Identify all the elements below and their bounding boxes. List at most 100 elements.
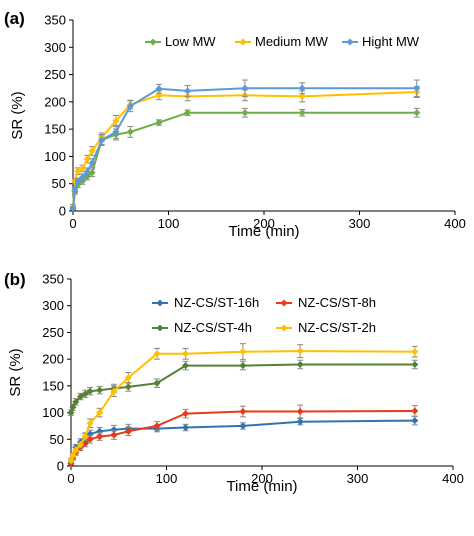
- data-point: [96, 433, 104, 441]
- x-tick-label: 100: [158, 216, 180, 231]
- legend-entry: NZ-CS/ST-2h: [276, 320, 376, 335]
- x-tick-label: 0: [67, 471, 74, 486]
- y-tick-label: 300: [42, 298, 64, 313]
- data-point: [411, 360, 419, 369]
- data-point: [72, 398, 80, 406]
- data-point: [67, 409, 75, 417]
- data-point: [83, 168, 91, 176]
- x-axis-label: Time (min): [228, 223, 299, 240]
- panel-label: (b): [4, 270, 26, 289]
- legend-swatch-marker: [239, 38, 247, 46]
- data-point: [153, 350, 161, 358]
- data-point: [110, 387, 118, 395]
- y-tick-label: 350: [42, 272, 64, 287]
- y-tick-label: 50: [52, 176, 66, 191]
- data-point: [81, 390, 89, 398]
- data-point: [124, 374, 132, 382]
- x-tick-label: 400: [442, 471, 464, 486]
- y-tick-label: 250: [44, 67, 66, 82]
- data-point: [155, 85, 163, 93]
- data-point: [296, 347, 304, 355]
- data-point: [298, 84, 306, 92]
- legend-entry: Medium MW: [235, 34, 329, 49]
- series-line: [70, 363, 415, 413]
- data-point: [86, 419, 94, 427]
- legend-label: NZ-CS/ST-8h: [298, 295, 376, 310]
- series-nz-cs-st-16h: [67, 415, 419, 467]
- data-point: [88, 147, 96, 155]
- y-tick-label: 250: [42, 325, 64, 340]
- data-point: [413, 109, 421, 117]
- data-point: [182, 423, 190, 432]
- data-point: [239, 407, 247, 416]
- legend-entry: Low MW: [145, 34, 216, 49]
- legend-swatch-marker: [156, 324, 164, 332]
- series-line: [70, 410, 415, 464]
- legend-swatch-marker: [346, 38, 354, 46]
- data-point: [71, 185, 79, 193]
- data-point: [241, 84, 249, 92]
- data-point: [110, 431, 118, 439]
- data-point: [69, 403, 77, 411]
- legend-label: Medium MW: [255, 34, 329, 49]
- data-point: [411, 417, 419, 425]
- data-point: [296, 360, 304, 369]
- series-low-mw: [69, 107, 421, 212]
- legend-swatch-marker: [156, 299, 164, 307]
- x-axis-label: Time (min): [226, 478, 297, 495]
- y-tick-label: 150: [44, 122, 66, 137]
- legend-label: NZ-CS/ST-2h: [298, 320, 376, 335]
- data-point: [88, 169, 96, 177]
- data-point: [239, 362, 247, 370]
- data-point: [155, 119, 163, 127]
- panel-label: (a): [4, 9, 25, 28]
- y-tick-label: 50: [50, 432, 64, 447]
- data-point: [79, 164, 87, 172]
- series-medium-mw: [69, 86, 421, 211]
- data-point: [413, 84, 421, 92]
- data-point: [67, 457, 75, 465]
- data-point: [96, 409, 104, 417]
- data-point: [184, 109, 192, 117]
- data-point: [153, 379, 161, 387]
- data-point: [124, 383, 132, 391]
- data-point: [77, 441, 85, 449]
- data-point: [296, 407, 304, 416]
- data-point: [110, 426, 118, 434]
- data-point: [411, 407, 419, 415]
- data-point: [182, 350, 190, 358]
- data-point: [124, 427, 132, 435]
- y-tick-label: 150: [42, 378, 64, 393]
- x-tick-label: 300: [347, 471, 369, 486]
- data-point: [83, 155, 91, 163]
- y-tick-label: 100: [44, 149, 66, 164]
- data-point: [184, 87, 192, 95]
- data-point: [86, 435, 94, 443]
- y-tick-label: 300: [44, 40, 66, 55]
- data-point: [126, 102, 134, 110]
- legend-label: Low MW: [165, 34, 216, 49]
- y-axis-label: SR (%): [9, 91, 26, 139]
- x-tick-label: 400: [444, 216, 466, 231]
- data-point: [153, 422, 161, 430]
- data-point: [74, 167, 82, 175]
- y-tick-label: 200: [42, 352, 64, 367]
- data-point: [74, 177, 82, 185]
- series-nz-cs-st-8h: [67, 404, 419, 467]
- data-point: [298, 109, 306, 117]
- data-point: [241, 109, 249, 117]
- x-tick-label: 200: [253, 216, 275, 231]
- legend-entry: NZ-CS/ST-4h: [152, 320, 252, 335]
- legend-swatch-marker: [280, 324, 288, 332]
- series-line: [72, 111, 417, 209]
- legend-entry: Hight MW: [342, 34, 420, 49]
- y-tick-label: 0: [59, 204, 66, 219]
- data-point: [96, 386, 104, 394]
- data-point: [126, 128, 134, 136]
- legend-label: NZ-CS/ST-16h: [174, 295, 259, 310]
- series-nz-cs-st-4h: [67, 359, 419, 417]
- data-point: [182, 362, 190, 370]
- x-tick-label: 100: [156, 471, 178, 486]
- data-point: [411, 348, 419, 356]
